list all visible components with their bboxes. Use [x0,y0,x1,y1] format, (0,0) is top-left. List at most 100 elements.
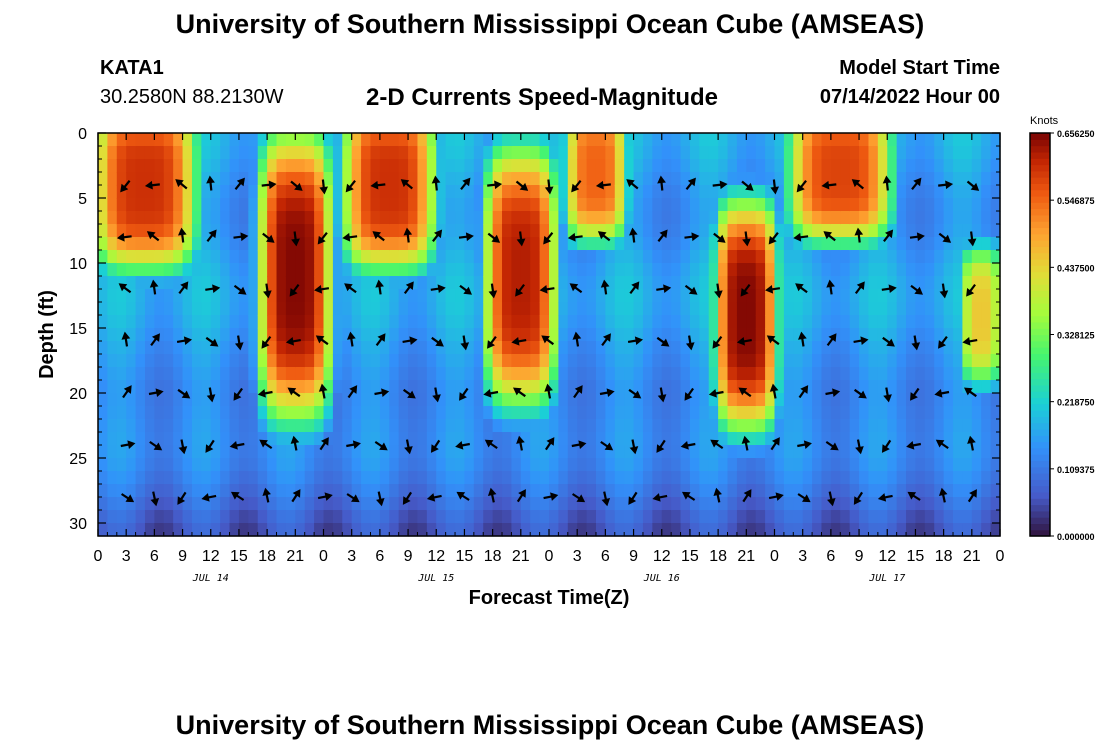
current-vector [600,279,610,295]
vector-head [911,342,921,351]
heatmap-cell [802,159,813,173]
vector-head [939,290,949,299]
heatmap-cell [182,458,193,472]
heatmap-cell [436,393,447,407]
heatmap-cell [520,198,531,212]
heatmap-cell [849,510,860,524]
heatmap-cell [502,315,513,329]
heatmap-cell [417,354,428,368]
heatmap-cell [624,224,635,238]
heatmap-cell [915,393,926,407]
heatmap-cell [163,445,174,459]
heatmap-cell [408,146,419,160]
heatmap-cell [210,471,221,485]
heatmap-cell [877,211,888,225]
heatmap-cell [182,445,193,459]
heatmap-cell [633,432,644,446]
heatmap-cell [962,406,973,420]
heatmap-cell [389,302,400,316]
heatmap-cell [116,198,127,212]
colorbar-segment [1030,315,1050,323]
vector-head [349,385,358,394]
model-start-value: 07/14/2022 Hour 00 [819,86,1000,108]
heatmap-cell [840,432,851,446]
heatmap-cell [379,146,390,160]
heatmap-cell [896,497,907,511]
heatmap-cell [868,367,879,381]
heatmap-cell [483,172,494,186]
heatmap-cell [285,471,296,485]
heatmap-cell [116,380,127,394]
heatmap-cell [943,445,954,459]
heatmap-cell [417,315,428,329]
heatmap-cell [539,250,550,264]
heatmap-cell [417,458,428,472]
vector-head [770,186,780,195]
heatmap-cell [934,471,945,485]
vector-head [795,283,804,292]
heatmap-cell [821,432,832,446]
heatmap-cell [107,198,118,212]
heatmap-cell [549,185,559,199]
heatmap-cell [502,237,513,251]
vector-head [516,238,526,247]
heatmap-cell [953,484,964,498]
heatmap-cell [736,185,747,199]
heatmap-cell [257,159,268,173]
heatmap-cell [389,276,400,290]
heatmap-cell [802,237,813,251]
heatmap-cell [173,198,184,212]
heatmap-cell [257,133,268,147]
heatmap-cell [624,211,635,225]
heatmap-cell [614,133,625,147]
heatmap-cell [943,211,954,225]
heatmap-cell [849,406,860,420]
heatmap-cell [370,198,381,212]
heatmap-cell [483,367,494,381]
heatmap-cell [812,380,823,394]
heatmap-cell [586,133,597,147]
heatmap-cell [445,393,456,407]
heatmap-cell [680,445,691,459]
heatmap-cell [201,458,212,472]
heatmap-cell [802,146,813,160]
heatmap-cell [370,302,381,316]
heatmap-cell [830,146,841,160]
heatmap-cell [887,471,898,485]
heatmap-cell [859,510,870,524]
heatmap-cell [154,432,165,446]
current-vector [122,385,132,399]
heatmap-cell [821,367,832,381]
heatmap-cell [144,328,155,342]
heatmap-cell [755,302,766,316]
heatmap-cell [774,393,785,407]
heatmap-cell [934,432,945,446]
vector-head [656,444,665,453]
current-vector [345,180,356,193]
heatmap-cell [361,367,372,381]
heatmap-cell [229,367,240,381]
heatmap-cell [633,263,644,277]
current-vector [484,439,498,450]
heatmap-cell [755,406,766,420]
heatmap-cell [727,159,738,173]
heatmap-cell [361,419,372,433]
heatmap-cell [934,224,945,238]
heatmap-cell [614,159,625,173]
heatmap-cell [116,224,127,238]
heatmap-cell [511,497,522,511]
date-label: JUL 14 [192,573,229,584]
heatmap-cell [492,172,503,186]
heatmap-cell [915,302,926,316]
heatmap-cell [577,354,588,368]
heatmap-cell [116,354,127,368]
heatmap-cell [295,406,306,420]
heatmap-cell [962,276,973,290]
heatmap-cell [868,198,879,212]
current-vector [120,493,135,503]
heatmap-cell [361,497,372,511]
heatmap-cell [229,172,240,186]
heatmap-cell [530,237,541,251]
heatmap-cell [793,445,804,459]
heatmap-cell [887,523,898,537]
